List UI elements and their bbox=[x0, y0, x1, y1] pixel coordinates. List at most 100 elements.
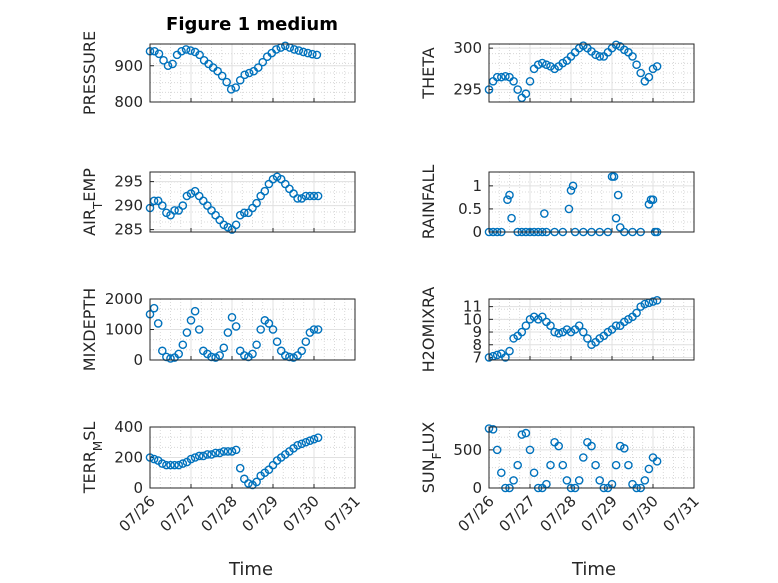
data-point bbox=[513, 85, 523, 94]
data-point bbox=[177, 46, 186, 56]
data-point bbox=[309, 191, 319, 201]
y-axis-label: SUNFLUX bbox=[419, 422, 444, 494]
data-point bbox=[289, 353, 298, 362]
data-point bbox=[538, 312, 547, 322]
data-point bbox=[564, 204, 574, 214]
series-markers bbox=[145, 172, 323, 234]
subplot-1: 295 300 THETA bbox=[419, 39, 695, 103]
axes-frame bbox=[149, 298, 356, 361]
data-point bbox=[521, 428, 531, 438]
data-point bbox=[503, 195, 512, 204]
data-point bbox=[579, 327, 588, 337]
x-axis-label-left: Time bbox=[228, 559, 273, 580]
data-point bbox=[517, 430, 527, 439]
data-point bbox=[244, 479, 253, 488]
data-point bbox=[492, 350, 502, 360]
figure-title: Figure 1 medium bbox=[166, 14, 338, 35]
data-point bbox=[213, 66, 222, 76]
data-point bbox=[157, 201, 167, 210]
data-point bbox=[207, 450, 216, 459]
y-tick-label: 0 bbox=[133, 479, 143, 497]
data-point bbox=[253, 63, 263, 72]
data-point bbox=[305, 436, 315, 446]
data-point bbox=[297, 439, 307, 449]
data-point bbox=[525, 445, 535, 455]
data-point bbox=[507, 213, 516, 223]
axes-frame bbox=[488, 171, 695, 233]
data-point bbox=[505, 190, 514, 200]
axes-frame bbox=[149, 43, 356, 103]
data-point bbox=[521, 89, 531, 99]
data-point bbox=[174, 460, 183, 470]
y-tick-label: 800 bbox=[114, 93, 143, 111]
y-tick-label: 1000 bbox=[105, 321, 143, 339]
data-point bbox=[157, 346, 167, 356]
y-tick-label: 2000 bbox=[105, 290, 143, 308]
data-point bbox=[309, 325, 319, 334]
data-point bbox=[190, 306, 200, 316]
data-point bbox=[521, 321, 531, 330]
x-tick-label: 07/30 bbox=[280, 492, 323, 535]
data-point bbox=[235, 463, 245, 473]
data-point bbox=[533, 60, 543, 70]
data-point bbox=[280, 41, 290, 51]
y-tick-label: 295 bbox=[453, 81, 482, 99]
y-tick-label: 7 bbox=[472, 348, 482, 366]
data-point bbox=[595, 52, 605, 61]
axes-frame bbox=[149, 426, 356, 489]
data-point bbox=[301, 337, 311, 347]
x-tick-label: 07/31 bbox=[321, 492, 364, 535]
subplot-0: 800 900 PRESSURE bbox=[80, 31, 356, 115]
y-axis-label: TERRMSL bbox=[80, 422, 105, 495]
data-point bbox=[587, 441, 596, 451]
y-tick-label: 0 bbox=[133, 351, 143, 369]
x-tick-label: 07/27 bbox=[157, 492, 200, 535]
data-point bbox=[219, 343, 229, 353]
data-point bbox=[294, 46, 304, 55]
y-axis-label-rest: LUX bbox=[419, 422, 438, 453]
x-tick-label: 07/29 bbox=[578, 492, 621, 535]
data-point bbox=[611, 40, 621, 50]
data-point bbox=[644, 72, 654, 82]
data-point bbox=[640, 476, 650, 485]
data-point bbox=[546, 460, 555, 470]
y-axis-label: H2OMIXRA bbox=[419, 287, 438, 373]
data-point bbox=[231, 445, 241, 455]
data-point bbox=[178, 459, 188, 468]
data-point bbox=[203, 450, 212, 459]
y-tick-label: 0.5 bbox=[458, 200, 482, 218]
data-point bbox=[628, 52, 637, 61]
x-axis-labels: Time Time bbox=[228, 559, 616, 580]
y-tick-label: 300 bbox=[453, 39, 482, 57]
data-point bbox=[211, 353, 220, 362]
y-tick-label: 290 bbox=[114, 197, 143, 215]
y-tick-label: 0 bbox=[472, 223, 482, 241]
data-point bbox=[301, 437, 311, 447]
data-point bbox=[579, 453, 588, 462]
x-tick-label: 07/28 bbox=[537, 492, 580, 535]
data-point bbox=[620, 444, 629, 453]
data-point bbox=[648, 297, 658, 306]
y-tick-label: 200 bbox=[114, 449, 143, 467]
x-tick-label: 07/27 bbox=[496, 492, 539, 535]
y-tick-label: 295 bbox=[114, 173, 143, 191]
data-point bbox=[496, 72, 506, 82]
series-markers bbox=[484, 40, 662, 103]
y-axis-label-sub: T bbox=[91, 201, 105, 210]
data-point bbox=[492, 72, 502, 82]
data-point bbox=[632, 60, 641, 70]
series-markers bbox=[145, 433, 323, 490]
data-point bbox=[652, 62, 662, 71]
data-point bbox=[312, 50, 322, 60]
data-point bbox=[313, 191, 323, 201]
data-point bbox=[194, 451, 204, 461]
data-point bbox=[644, 464, 654, 474]
data-point bbox=[219, 447, 229, 456]
data-point bbox=[303, 48, 313, 58]
y-axis-label-main: TERR bbox=[80, 451, 99, 494]
x-tick-label: 07/29 bbox=[239, 492, 282, 535]
data-point bbox=[554, 441, 564, 451]
y-tick-label: 9 bbox=[472, 323, 482, 341]
data-point bbox=[611, 213, 621, 223]
